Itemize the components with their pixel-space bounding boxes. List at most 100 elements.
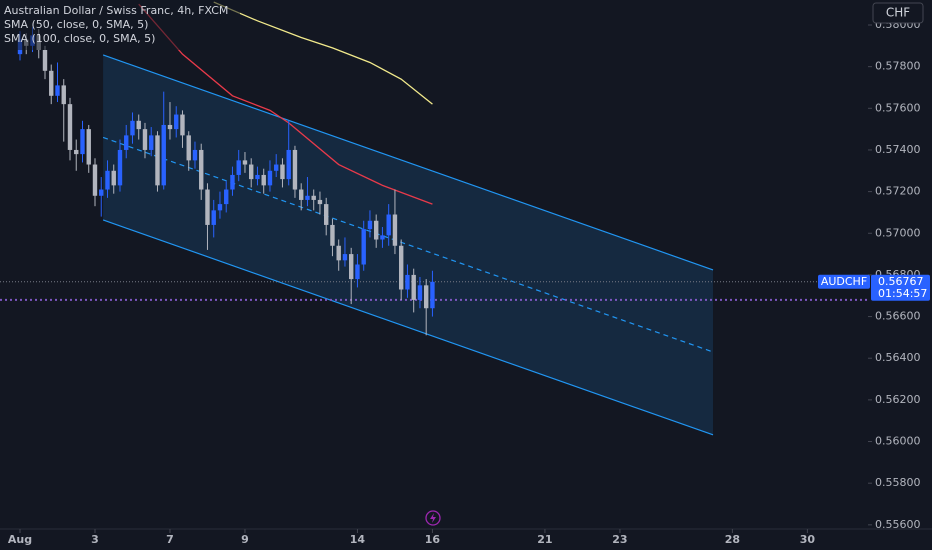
last-price-label: 0.56767: [878, 275, 924, 288]
candle-body: [105, 170, 110, 190]
candle-body: [417, 285, 423, 300]
candle-body: [330, 224, 335, 246]
candle-body: [217, 204, 223, 211]
candle-body: [111, 170, 116, 186]
candle-body: [305, 195, 310, 200]
candle-body: [386, 214, 391, 236]
x-tick-label: Aug: [8, 533, 32, 546]
events-icon[interactable]: [425, 510, 441, 526]
candle-body: [373, 220, 379, 240]
candle-body: [286, 149, 291, 180]
y-tick-label: 0.57200: [875, 185, 921, 198]
x-tick-label: 3: [91, 533, 99, 546]
candle-body: [86, 129, 91, 165]
y-tick-label: 0.56000: [875, 435, 921, 448]
candle-body: [55, 85, 60, 96]
y-tick-label: 0.57600: [875, 101, 921, 114]
candle-body: [405, 274, 410, 290]
x-tick-label: 16: [425, 533, 441, 546]
candle-body: [242, 160, 248, 165]
y-tick-label: 0.55600: [875, 518, 921, 531]
candle-body: [74, 149, 79, 155]
sma-line: [138, 3, 433, 205]
candle-body: [311, 195, 316, 200]
y-tick-label: 0.57800: [875, 60, 921, 73]
candle-body: [180, 114, 185, 136]
x-tick-label: 21: [537, 533, 552, 546]
candle-body: [267, 170, 273, 186]
channel-upper: [102, 54, 714, 271]
candle-body: [342, 254, 348, 261]
candle-body: [124, 135, 129, 150]
candle-body: [155, 135, 160, 186]
candle-body: [392, 214, 398, 246]
candle-body: [61, 85, 66, 105]
candle-body: [355, 264, 360, 280]
candle-body: [398, 245, 404, 290]
candle-body: [348, 254, 354, 280]
candle-body: [211, 210, 216, 225]
candle-body: [336, 245, 341, 261]
candle-body: [80, 129, 85, 155]
candle-body: [149, 135, 154, 150]
currency-button[interactable]: [872, 2, 924, 24]
y-tick-label: 0.56400: [875, 351, 921, 364]
candle-body: [161, 124, 166, 186]
candle-body: [430, 281, 435, 309]
candle-body: [230, 174, 235, 190]
candle-body: [167, 124, 173, 130]
y-tick-label: 0.56600: [875, 310, 921, 323]
candle-body: [42, 49, 48, 71]
candle-body: [280, 164, 285, 180]
y-tick-label: 0.56200: [875, 393, 921, 406]
candle-body: [142, 129, 148, 150]
indicator-label: SMA (100, close, 0, SMA, 5): [4, 32, 155, 45]
candle-body: [130, 120, 135, 136]
candle-body: [299, 189, 304, 200]
candle-body: [423, 285, 429, 309]
candle-body: [186, 135, 191, 161]
overlay: Australian Dollar / Swiss Franc, 4h, FXC…: [0, 0, 924, 526]
candle-body: [174, 114, 179, 130]
last-price-box: [871, 274, 930, 301]
legend-backdrop: [0, 0, 240, 50]
candle-body: [49, 70, 54, 96]
candle-body: [292, 149, 298, 190]
y-tick-label: 0.57400: [875, 143, 921, 156]
candle-body: [92, 164, 98, 196]
candle-body: [99, 189, 104, 196]
symbol-label: AUDCHF: [821, 275, 867, 288]
currency-button-label[interactable]: CHF: [886, 6, 910, 20]
candle-body: [317, 199, 323, 205]
candle-body: [205, 189, 210, 225]
candle-body: [199, 149, 204, 190]
candle-body: [117, 149, 123, 186]
countdown-label: 01:54:57: [878, 287, 927, 300]
x-tick-label: 9: [241, 533, 249, 546]
candle-body: [67, 104, 73, 150]
candle-body: [411, 274, 416, 300]
sma-line: [213, 1, 433, 105]
y-tick-label: 0.55800: [875, 476, 921, 489]
candle-body: [192, 149, 198, 161]
candle-body: [224, 189, 229, 205]
x-tick-label: 28: [725, 533, 740, 546]
x-tick-label: 23: [612, 533, 627, 546]
channel-fill: [103, 54, 714, 435]
channel-lower: [102, 219, 714, 436]
candle-body: [367, 220, 373, 230]
candle-body: [136, 120, 141, 130]
x-tick-label: 30: [800, 533, 816, 546]
candle-body: [236, 160, 241, 175]
x-tick-label: 14: [350, 533, 366, 546]
candle-body: [380, 235, 385, 240]
candle-body: [324, 204, 329, 225]
candle-body: [261, 174, 266, 186]
candle-body: [274, 164, 279, 171]
candle-body: [255, 174, 260, 180]
indicator-label: SMA (50, close, 0, SMA, 5): [4, 18, 148, 31]
candle-body: [249, 164, 254, 180]
symbol-label-box: [818, 274, 870, 289]
